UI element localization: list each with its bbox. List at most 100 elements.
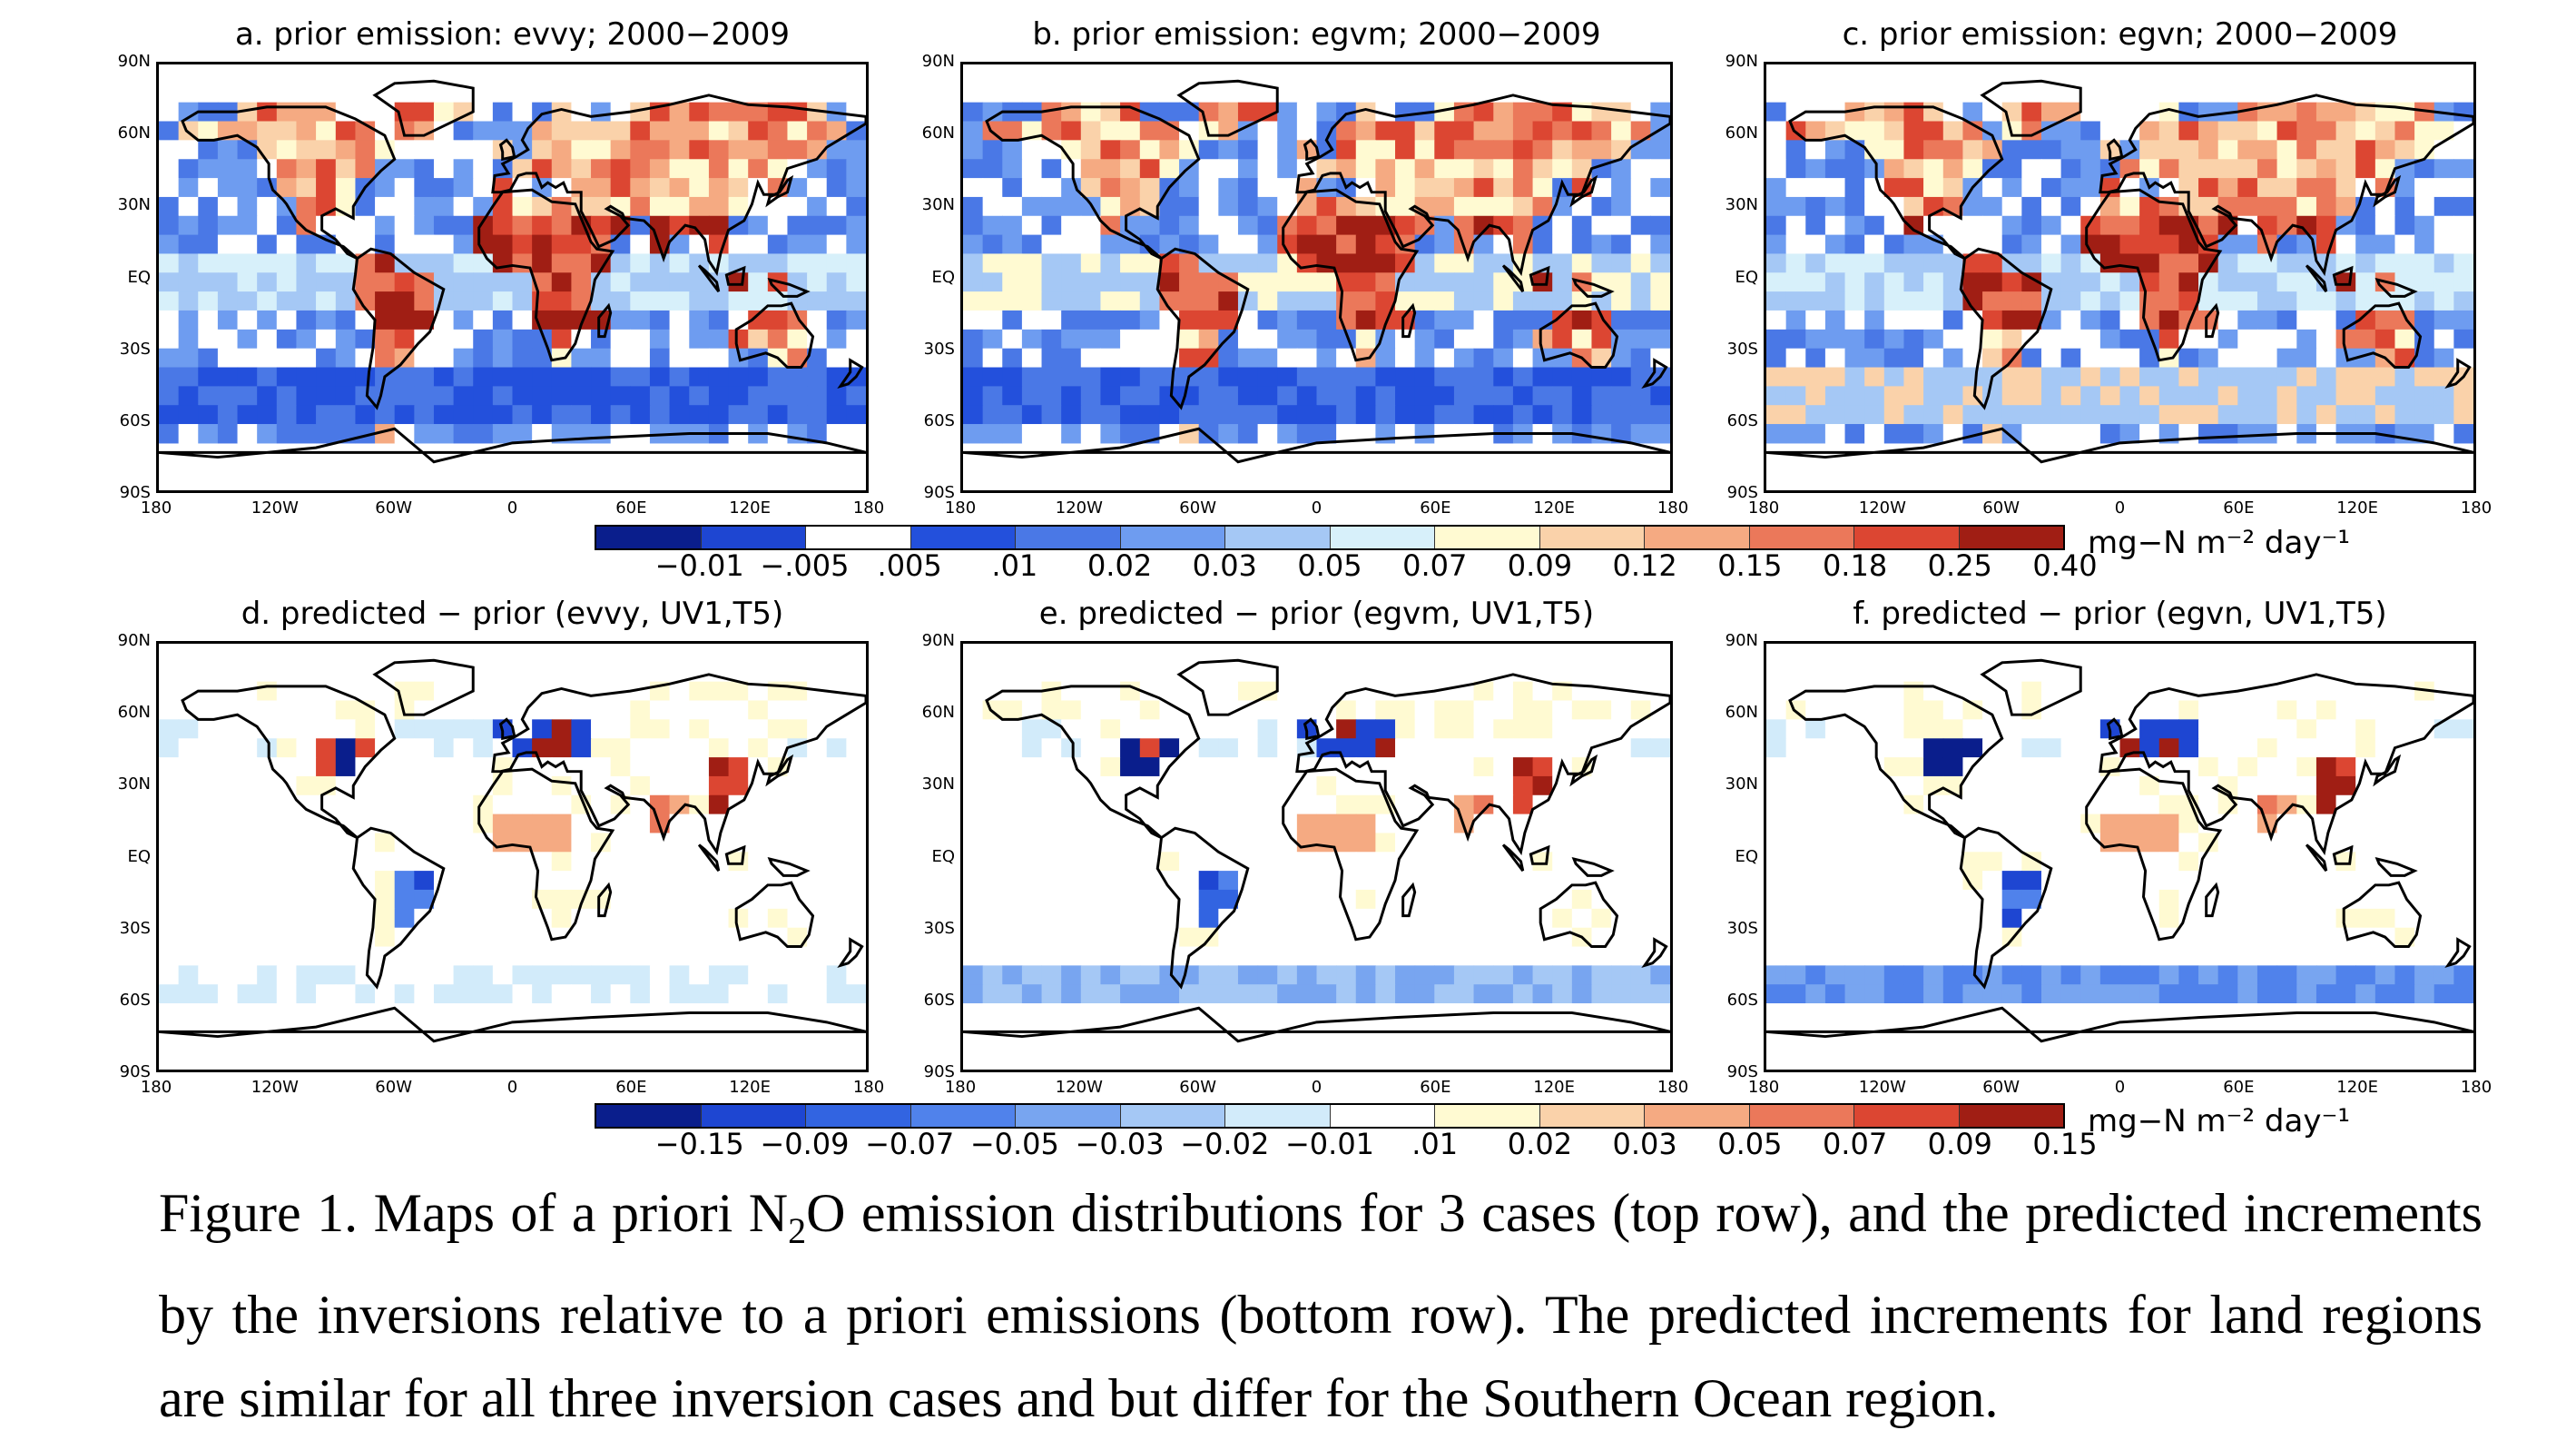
grid-cell xyxy=(1179,871,1200,891)
grid-cell xyxy=(1864,102,1885,123)
grid-cell xyxy=(1571,367,1593,387)
grid-cell xyxy=(1100,386,1121,406)
grid-cell xyxy=(1923,681,1944,702)
grid-cell xyxy=(355,102,376,123)
grid-cell xyxy=(1532,329,1553,350)
grid-cell xyxy=(1061,291,1082,311)
grid-cell xyxy=(767,946,789,966)
grid-cell xyxy=(1824,889,1846,910)
grid-cell xyxy=(963,159,984,179)
grid-cell xyxy=(1473,719,1494,739)
grid-cell xyxy=(198,700,219,720)
grid-cell xyxy=(571,121,592,141)
grid-cell xyxy=(414,871,435,891)
grid-cell xyxy=(963,852,984,872)
grid-cell xyxy=(2453,908,2473,929)
grid-cell xyxy=(1844,178,1865,198)
grid-cell xyxy=(2060,889,2081,910)
grid-cell xyxy=(2414,367,2435,387)
grid-cell xyxy=(1061,965,1082,985)
grid-cell xyxy=(1395,140,1416,160)
grid-cell xyxy=(1962,719,1983,739)
grid-cell xyxy=(2178,833,2199,853)
grid-cell xyxy=(591,159,612,179)
grid-cell xyxy=(826,386,847,406)
grid-cell xyxy=(1120,946,1141,966)
grid-cell xyxy=(1532,159,1553,179)
grid-cell xyxy=(1982,310,2003,330)
grid-cell xyxy=(728,871,749,891)
grid-cell xyxy=(178,833,199,853)
grid-cell xyxy=(1120,852,1141,872)
grid-cell xyxy=(846,775,866,796)
grid-cell xyxy=(1571,424,1593,444)
grid-cell xyxy=(1552,310,1573,330)
grid-cell xyxy=(1120,272,1141,292)
grid-cell xyxy=(1864,329,1885,350)
grid-cell xyxy=(1041,348,1062,369)
grid-cell xyxy=(2315,140,2337,160)
grid-cell xyxy=(2256,775,2278,796)
grid-cell xyxy=(1883,984,1905,1004)
grid-cell xyxy=(1453,272,1475,292)
grid-cell xyxy=(1552,908,1573,929)
grid-cell xyxy=(276,386,298,406)
grid-cell xyxy=(963,253,984,273)
grid-cell xyxy=(1571,719,1593,739)
grid-cell xyxy=(1061,386,1082,406)
grid-cell xyxy=(1805,965,1826,985)
grid-cell xyxy=(2119,121,2140,141)
grid-cell xyxy=(355,833,376,853)
grid-cell xyxy=(453,700,474,720)
grid-cell xyxy=(982,140,1003,160)
grid-cell xyxy=(767,1003,789,1023)
grid-cell xyxy=(1942,159,1964,179)
grid-cell xyxy=(591,386,612,406)
grid-cell xyxy=(1650,738,1670,758)
grid-cell xyxy=(1630,215,1651,236)
grid-cell xyxy=(1611,405,1632,425)
grid-cell xyxy=(276,310,298,330)
grid-cell xyxy=(1923,871,1944,891)
grid-cell xyxy=(1982,775,2003,796)
grid-cell xyxy=(1982,927,2003,948)
grid-cell xyxy=(689,291,710,311)
grid-cell xyxy=(1080,121,1102,141)
grid-cell xyxy=(2296,757,2317,777)
grid-cell xyxy=(2178,234,2199,255)
grid-cell xyxy=(1923,405,1944,425)
grid-cell xyxy=(1864,272,1885,292)
grid-cell xyxy=(1139,757,1161,777)
grid-cell xyxy=(217,794,239,815)
grid-cell xyxy=(198,178,219,198)
grid-cell xyxy=(296,927,317,948)
grid-cell xyxy=(826,140,847,160)
grid-cell xyxy=(1785,424,1806,444)
grid-cell xyxy=(453,1003,474,1023)
grid-cell xyxy=(2099,272,2121,292)
grid-cell xyxy=(2256,386,2278,406)
grid-cell xyxy=(826,424,847,444)
grid-cell xyxy=(1923,159,1944,179)
grid-cell xyxy=(1844,215,1865,236)
grid-cell xyxy=(1766,908,1787,929)
coastline-4 xyxy=(491,94,866,277)
grid-cell xyxy=(394,178,415,198)
grid-cell xyxy=(1296,310,1318,330)
grid-cell xyxy=(2060,348,2081,369)
grid-cell xyxy=(669,253,690,273)
grid-cell xyxy=(551,272,572,292)
grid-cell xyxy=(2256,871,2278,891)
grid-cell xyxy=(1844,871,1865,891)
grid-cell xyxy=(1903,215,1924,236)
grid-cell xyxy=(1453,405,1475,425)
grid-cell xyxy=(1493,719,1514,739)
grid-cell xyxy=(748,329,769,350)
grid-cell xyxy=(1237,965,1259,985)
grid-cell xyxy=(2040,700,2062,720)
grid-cell xyxy=(1336,291,1357,311)
grid-cell xyxy=(473,719,494,739)
grid-cell xyxy=(2158,889,2179,910)
grid-cell xyxy=(1571,775,1593,796)
grid-cell xyxy=(846,291,866,311)
